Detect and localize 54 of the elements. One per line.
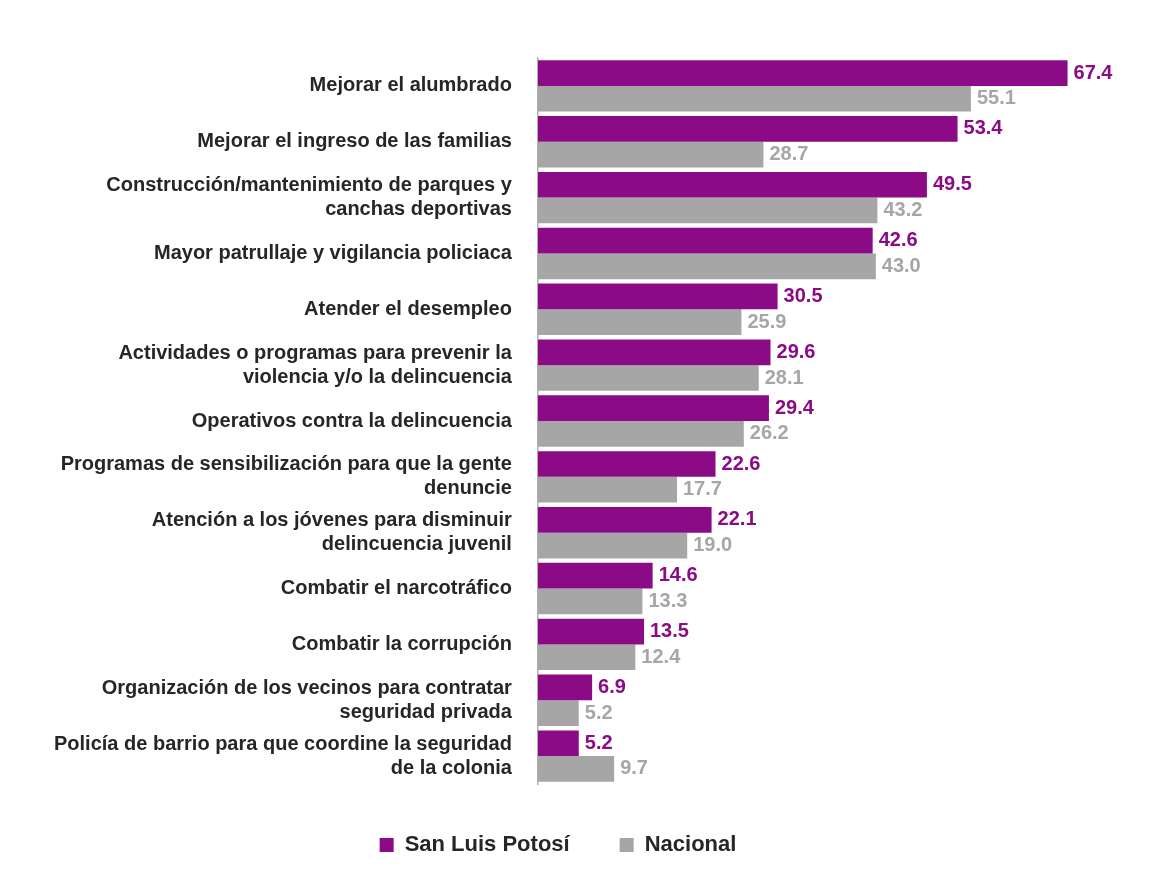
data-label: 13.3	[648, 588, 688, 611]
bar	[537, 730, 579, 757]
data-label: 26.2	[749, 421, 789, 444]
y-tick-label: Mejorar el alumbrado	[309, 73, 512, 96]
data-label: 14.6	[658, 563, 698, 586]
bar	[537, 674, 593, 701]
bar	[537, 171, 927, 198]
bar	[537, 451, 716, 477]
bar	[537, 116, 958, 142]
data-label: 55.1	[976, 86, 1016, 109]
data-label: 19.0	[693, 533, 733, 556]
bar	[537, 339, 771, 366]
y-tick-label: Atender el desempleo	[304, 296, 512, 319]
y-tick-label: Programas de sensibilización para que la gente denuncie	[60, 452, 512, 499]
legend-label: Nacional	[644, 831, 737, 857]
data-label: 43.0	[881, 253, 921, 276]
y-tick-label: Mejorar el ingreso de las familias	[197, 129, 512, 152]
bar	[537, 395, 769, 421]
y-tick-label: Atención a los jóvenes para disminuir delincuencia juvenil	[151, 508, 513, 555]
data-label: 5.2	[584, 700, 613, 723]
data-label: 42.6	[878, 228, 918, 251]
data-label: 29.4	[774, 395, 815, 418]
y-tick-label: Organización de los vecinos para contratar seguridad privada	[101, 675, 513, 722]
data-label: 28.1	[764, 365, 804, 388]
data-label: 30.5	[783, 283, 823, 306]
data-label: 28.7	[769, 142, 809, 165]
data-label: 9.7	[620, 756, 648, 779]
bar	[537, 227, 873, 254]
y-tick-label: Actividades o programas para prevenir la violencia y/o la delincuencia	[118, 340, 513, 387]
data-label: 22.1	[717, 507, 757, 530]
data-label: 29.6	[776, 339, 816, 362]
data-label: 43.2	[883, 197, 923, 220]
y-tick-label: Operativos contra la delincuencia	[191, 408, 513, 431]
data-label: 17.7	[683, 477, 722, 500]
data-label: 25.9	[747, 309, 787, 332]
bar	[537, 562, 653, 589]
data-label: 5.2	[584, 730, 613, 753]
bar	[537, 507, 712, 533]
bar	[537, 618, 644, 645]
data-label: 6.9	[598, 674, 626, 697]
y-tick-label: Combatir el narcotráfico	[280, 576, 512, 599]
data-label: 12.4	[641, 644, 682, 667]
bar	[537, 283, 778, 310]
data-label: 49.5	[932, 172, 972, 195]
y-tick-label: Construcción/mantenimiento de parques y canchas deportivas	[106, 173, 513, 220]
bar	[537, 60, 1068, 86]
data-label: 22.6	[721, 451, 761, 474]
y-tick-label: Mayor patrullaje y vigilancia policiaca	[153, 240, 513, 263]
data-label: 13.5	[649, 619, 689, 642]
y-tick-label: Combatir la corrupción	[291, 631, 512, 654]
y-tick-label: Policía de barrio para que coordine la seguridad de la colonia	[53, 731, 513, 778]
data-label: 67.4	[1073, 60, 1114, 83]
legend-label: San Luis Potosí	[404, 831, 571, 857]
data-label: 53.4	[963, 116, 1004, 139]
